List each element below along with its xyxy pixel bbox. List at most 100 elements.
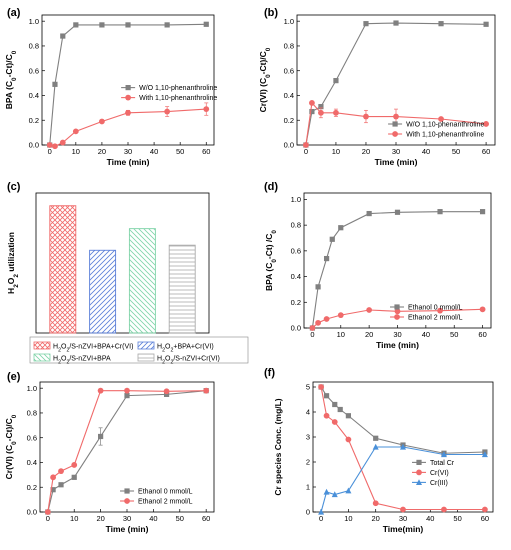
x-tick-label: 30 xyxy=(392,147,400,156)
y-tick-label: 0.4 xyxy=(284,91,294,100)
x-tick-label: 10 xyxy=(337,330,345,339)
y-tick-label: 0.0 xyxy=(29,141,39,150)
data-point xyxy=(483,21,489,27)
data-point xyxy=(44,509,51,515)
x-axis-label: Time (min) xyxy=(376,340,419,350)
data-point xyxy=(338,225,344,231)
data-point xyxy=(203,106,210,112)
data-point xyxy=(99,118,105,125)
x-tick-label: 0 xyxy=(319,514,323,523)
x-tick-label: 30 xyxy=(123,514,131,523)
x-tick-label: 40 xyxy=(149,514,157,523)
data-point xyxy=(372,500,379,507)
y-tick-label: 2 xyxy=(306,458,310,467)
legend-entry: With 1,10-phenanthroline xyxy=(406,132,484,139)
series-1 xyxy=(303,100,489,148)
legend-marker xyxy=(416,479,422,485)
data-point xyxy=(440,451,447,458)
y-tick-label: 1 xyxy=(306,483,310,492)
x-tick-label: 40 xyxy=(422,147,430,156)
data-point xyxy=(309,100,315,106)
y-tick-label: 1.0 xyxy=(284,17,294,26)
data-point xyxy=(481,451,488,458)
y-tick-label: 5 xyxy=(306,383,310,392)
data-point xyxy=(164,108,171,115)
legend-marker xyxy=(124,488,130,494)
series-0 xyxy=(303,20,489,148)
data-point xyxy=(438,21,444,27)
legend-entry: Total Cr xyxy=(430,460,455,467)
y-axis-label: Cr(VI) (C0-Ct)/C0 xyxy=(258,47,272,112)
x-tick-label: 50 xyxy=(450,330,458,339)
x-tick-label: 30 xyxy=(399,514,407,523)
data-point xyxy=(483,121,489,127)
data-point xyxy=(52,143,58,150)
data-point xyxy=(482,506,488,513)
y-axis-label: BPA (C0-Ct)/C0 xyxy=(4,50,18,109)
y-tick-label: 1.0 xyxy=(29,17,39,26)
y-tick-label: 0.8 xyxy=(29,42,39,51)
data-point xyxy=(318,508,325,515)
data-point xyxy=(309,108,315,115)
x-tick-label: 10 xyxy=(332,147,340,156)
data-point xyxy=(98,433,104,440)
y-tick-label: 0.8 xyxy=(27,409,37,418)
data-point xyxy=(363,113,369,120)
y-tick-label: 0.2 xyxy=(284,116,294,125)
data-point xyxy=(318,109,324,116)
y-tick-label: 0.4 xyxy=(27,458,37,467)
y-tick-label: 0.2 xyxy=(27,483,37,492)
data-point xyxy=(333,78,339,84)
legend-entry: Cr(VI) xyxy=(430,470,449,477)
legend: W/O 1,10-phenanthroline With 1,10-phenant… xyxy=(388,121,484,139)
data-point xyxy=(318,104,324,110)
data-point xyxy=(72,128,79,135)
x-tick-label: 60 xyxy=(202,514,210,523)
data-point xyxy=(331,419,338,425)
data-point xyxy=(373,435,379,441)
chart-panel-e: (e) 0 10 20 30 40 50 60 0.0 0.2 0.4 0.6 0.8 1.0 Time (… xyxy=(4,371,215,534)
data-point xyxy=(163,391,170,397)
legend-marker xyxy=(394,304,400,310)
legend-entry: W/O 1,10-phenanthroline xyxy=(139,85,217,92)
series-0 xyxy=(309,209,486,331)
data-point xyxy=(58,482,64,488)
bar xyxy=(89,249,117,334)
y-axis-label: BPA (C0-Ct) /C0 xyxy=(264,230,278,291)
legend-entry: Ethanol 2 mmol/L xyxy=(138,499,193,506)
data-point xyxy=(97,387,104,394)
legend-marker xyxy=(125,94,132,101)
panel-letter: (f) xyxy=(264,367,275,379)
data-point xyxy=(60,33,66,39)
x-axis-label: Time (min) xyxy=(375,157,418,167)
bar xyxy=(168,244,196,334)
x-tick-label: 50 xyxy=(176,514,184,523)
data-point xyxy=(331,491,338,498)
data-point xyxy=(58,468,64,475)
data-point xyxy=(479,306,486,313)
chart-panel-f: (f) 0 10 20 30 40 50 60 0 1 2 3 4 5 Time(min) Cr specie… xyxy=(264,367,494,534)
legend: Ethanol 0 mmol/L Ethanol 2 mmol/L xyxy=(390,304,463,322)
series-2 xyxy=(318,443,488,515)
x-tick-label: 60 xyxy=(482,147,490,156)
y-tick-label: 0.0 xyxy=(284,141,294,150)
data-point xyxy=(323,393,330,399)
legend: H2O2/S-nZVI+BPA+Cr(VI) H2O2+BPA+Cr(VI) H2O… xyxy=(29,336,249,366)
x-axis-label: Time (min) xyxy=(106,524,149,534)
legend-swatch xyxy=(33,353,51,362)
legend-entry: W/O 1,10-phenanthroline xyxy=(406,122,484,129)
series-line xyxy=(49,23,207,146)
data-point xyxy=(323,255,330,262)
legend-swatch xyxy=(137,341,155,350)
y-axis-label: Cr species Conc. (mg/L) xyxy=(273,398,283,495)
bar xyxy=(128,228,156,334)
y-tick-label: 1.0 xyxy=(291,195,301,204)
legend: Total Cr Cr(VI) Cr(III) xyxy=(412,459,455,487)
legend-swatch xyxy=(33,341,51,350)
x-tick-label: 10 xyxy=(72,147,80,156)
panel-letter: (b) xyxy=(264,7,278,19)
data-point xyxy=(332,401,338,408)
y-tick-label: 0.2 xyxy=(291,298,301,307)
legend-entry: Ethanol 2 mmol/L xyxy=(408,315,463,322)
x-tick-label: 0 xyxy=(48,147,52,156)
